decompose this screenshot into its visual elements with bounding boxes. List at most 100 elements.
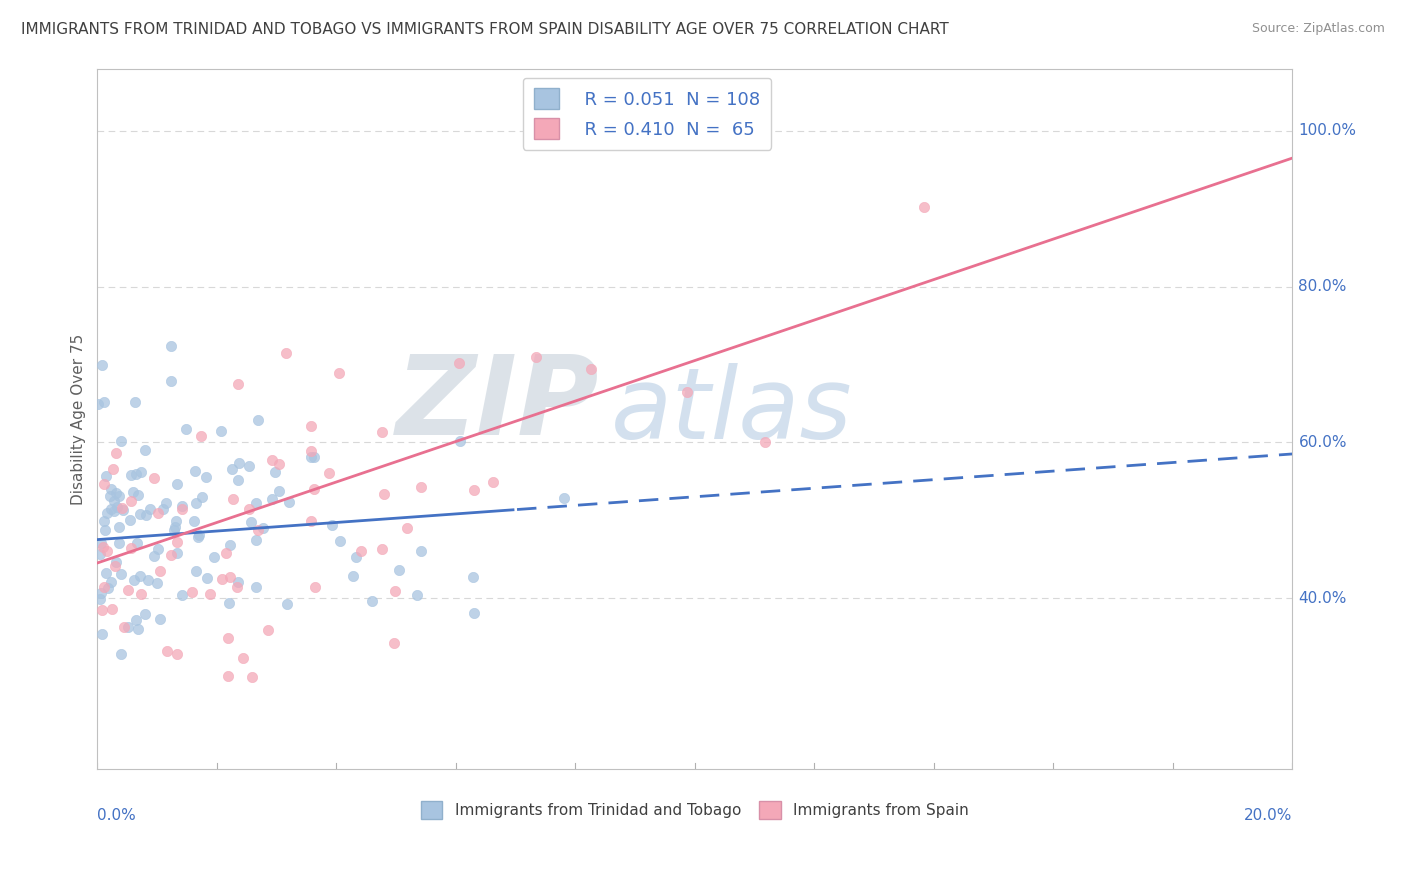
- Point: [344, 550, 367, 565]
- Point: [360, 593, 382, 607]
- Point: [120, 468, 142, 483]
- Text: IMMIGRANTS FROM TRINIDAD AND TOBAGO VS IMMIGRANTS FROM SPAIN DISABILITY AGE OVER: IMMIGRANTS FROM TRINIDAD AND TOBAGO VS I…: [21, 22, 949, 37]
- Point: [370, 541, 392, 556]
- Point: [304, 482, 326, 496]
- Point: [101, 602, 124, 616]
- Point: [463, 483, 485, 498]
- Text: 20.0%: 20.0%: [1244, 808, 1292, 822]
- Point: [215, 546, 238, 560]
- Point: [104, 555, 127, 569]
- Point: [93, 477, 115, 491]
- Point: [225, 580, 247, 594]
- Point: [170, 499, 193, 513]
- Point: [172, 589, 194, 603]
- Point: [269, 457, 291, 471]
- Text: Source: ZipAtlas.com: Source: ZipAtlas.com: [1251, 22, 1385, 36]
- Point: [218, 538, 240, 552]
- Point: [342, 568, 364, 582]
- Point: [411, 480, 433, 494]
- Point: [98, 489, 121, 503]
- Point: [276, 597, 298, 611]
- Point: [411, 543, 433, 558]
- Point: [100, 502, 122, 516]
- Point: [128, 508, 150, 522]
- Point: [120, 541, 142, 555]
- Point: [675, 385, 697, 400]
- Point: [463, 606, 485, 620]
- Point: [754, 434, 776, 449]
- Point: [163, 523, 186, 537]
- Point: [221, 462, 243, 476]
- Point: [100, 482, 122, 496]
- Text: 60.0%: 60.0%: [1298, 434, 1347, 450]
- Point: [129, 465, 152, 479]
- Point: [146, 506, 169, 520]
- Point: [321, 518, 343, 533]
- Point: [149, 612, 172, 626]
- Point: [226, 575, 249, 590]
- Point: [257, 623, 280, 637]
- Point: [209, 424, 232, 438]
- Point: [134, 607, 156, 621]
- Point: [217, 631, 239, 645]
- Point: [91, 602, 114, 616]
- Point: [328, 366, 350, 380]
- Point: [184, 496, 207, 510]
- Point: [149, 564, 172, 578]
- Point: [112, 620, 135, 634]
- Point: [384, 636, 406, 650]
- Point: [127, 488, 149, 502]
- Point: [262, 453, 284, 467]
- Point: [97, 581, 120, 595]
- Point: [160, 548, 183, 562]
- Point: [152, 501, 174, 516]
- Point: [93, 395, 115, 409]
- Point: [139, 502, 162, 516]
- Point: [89, 591, 111, 606]
- Point: [299, 443, 322, 458]
- Point: [222, 491, 245, 506]
- Point: [93, 523, 115, 537]
- Point: [302, 450, 325, 464]
- Legend: Immigrants from Trinidad and Tobago, Immigrants from Spain: Immigrants from Trinidad and Tobago, Imm…: [415, 795, 974, 825]
- Point: [238, 502, 260, 516]
- Point: [111, 503, 134, 517]
- Point: [188, 528, 211, 542]
- Point: [166, 477, 188, 491]
- Point: [226, 473, 249, 487]
- Point: [160, 374, 183, 388]
- Point: [117, 582, 139, 597]
- Point: [143, 471, 166, 485]
- Point: [278, 495, 301, 509]
- Point: [246, 523, 269, 537]
- Point: [406, 588, 429, 602]
- Point: [108, 489, 131, 503]
- Text: 100.0%: 100.0%: [1298, 123, 1357, 138]
- Point: [269, 483, 291, 498]
- Point: [103, 461, 125, 475]
- Point: [134, 442, 156, 457]
- Point: [202, 550, 225, 565]
- Point: [128, 569, 150, 583]
- Point: [274, 346, 297, 360]
- Point: [211, 572, 233, 586]
- Text: 0.0%: 0.0%: [97, 808, 136, 822]
- Point: [449, 434, 471, 448]
- Point: [91, 540, 114, 554]
- Point: [93, 580, 115, 594]
- Point: [174, 422, 197, 436]
- Point: [146, 575, 169, 590]
- Point: [245, 580, 267, 594]
- Point: [91, 358, 114, 372]
- Point: [103, 493, 125, 508]
- Point: [260, 492, 283, 507]
- Text: ZIP: ZIP: [395, 351, 599, 458]
- Point: [104, 486, 127, 500]
- Text: 40.0%: 40.0%: [1298, 591, 1347, 606]
- Point: [165, 514, 187, 528]
- Point: [218, 595, 240, 609]
- Point: [159, 338, 181, 352]
- Point: [524, 350, 547, 364]
- Point: [104, 446, 127, 460]
- Point: [124, 573, 146, 587]
